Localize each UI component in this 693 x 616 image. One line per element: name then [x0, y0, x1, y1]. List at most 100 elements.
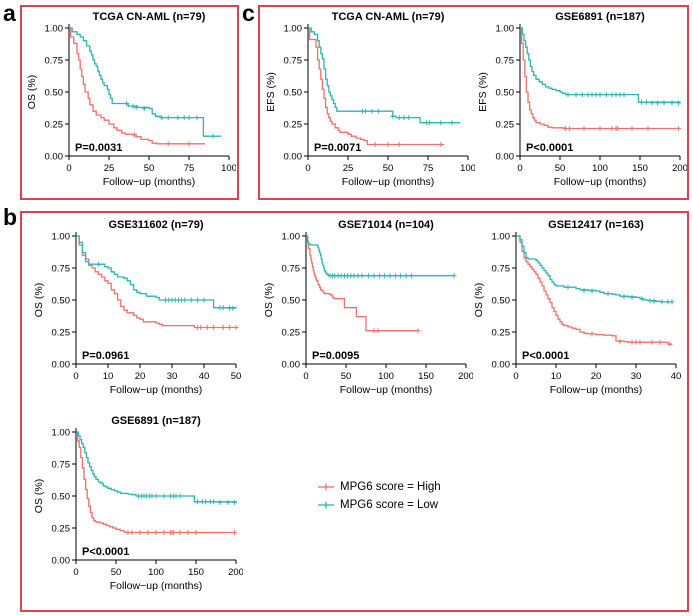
panel-label-b: b: [3, 204, 18, 230]
svg-text:0.50: 0.50: [284, 88, 303, 99]
svg-text:0: 0: [66, 163, 71, 174]
svg-text:200: 200: [458, 371, 473, 382]
panel-label-a: a: [3, 0, 16, 26]
km-chart-svg: GSE12417 (n=163) 0.00 0.25 0.50 0.75 1.00 0 10 2…: [473, 219, 682, 396]
svg-text:OS (%): OS (%): [33, 283, 45, 317]
svg-text:Follow−up (months): Follow−up (months): [110, 384, 203, 396]
legend-item-high: MPG6 score = High: [317, 481, 441, 493]
svg-text:1.00: 1.00: [492, 232, 511, 243]
svg-text:TCGA CN-AML (n=79): TCGA CN-AML (n=79): [93, 11, 206, 23]
svg-text:50: 50: [383, 163, 394, 174]
svg-text:200: 200: [228, 567, 243, 578]
svg-text:GSE6891 (n=187): GSE6891 (n=187): [555, 11, 645, 23]
svg-text:10: 10: [551, 371, 562, 382]
svg-text:OS (%): OS (%): [33, 479, 45, 513]
svg-text:0.50: 0.50: [52, 296, 71, 307]
svg-text:30: 30: [631, 371, 642, 382]
svg-text:40: 40: [671, 371, 682, 382]
panel-a-box: TCGA CN-AML (n=79) 0.00 0.25 0.50 0.75 1.00 0 2…: [20, 5, 239, 200]
km-plot-gse71014-os: GSE71014 (n=104) 0.00 0.25 0.50 0.75 1.00 0 50 1…: [260, 216, 474, 408]
svg-text:P<0.0001: P<0.0001: [522, 350, 569, 362]
svg-text:0: 0: [303, 371, 308, 382]
svg-text:Follow−up (months): Follow−up (months): [340, 384, 433, 396]
svg-text:0.50: 0.50: [492, 296, 511, 307]
svg-text:Follow−up (months): Follow−up (months): [550, 384, 643, 396]
svg-text:OS (%): OS (%): [26, 75, 38, 109]
svg-text:150: 150: [418, 371, 434, 382]
panel-label-c: c: [242, 0, 255, 26]
svg-text:Follow−up (months): Follow−up (months): [554, 176, 647, 188]
svg-text:0: 0: [513, 371, 518, 382]
svg-text:50: 50: [231, 371, 242, 382]
legend: MPG6 score = High MPG6 score = Low: [317, 481, 441, 511]
svg-text:0: 0: [305, 163, 310, 174]
legend-label: MPG6 score = Low: [340, 499, 439, 511]
svg-text:GSE12417 (n=163): GSE12417 (n=163): [548, 219, 644, 231]
svg-text:TCGA CN-AML (n=79): TCGA CN-AML (n=79): [332, 11, 445, 23]
svg-text:0.75: 0.75: [496, 56, 515, 67]
svg-text:P=0.0961: P=0.0961: [82, 350, 129, 362]
svg-text:25: 25: [343, 163, 354, 174]
km-plot-gse311602-os: GSE311602 (n=79) 0.00 0.25 0.50 0.75 1.00 0 10 2…: [30, 216, 243, 408]
svg-text:0.25: 0.25: [496, 120, 515, 131]
km-chart-svg: GSE6891 (n=187) 0.00 0.25 0.50 0.75 1.00 0 50 10…: [477, 11, 688, 188]
svg-text:Follow−up (months): Follow−up (months): [103, 176, 196, 188]
km-chart-svg: TCGA CN-AML (n=79) 0.00 0.25 0.50 0.75 1.00 0 2…: [265, 11, 476, 188]
svg-text:75: 75: [184, 163, 195, 174]
svg-text:1.00: 1.00: [496, 24, 515, 35]
svg-text:P<0.0001: P<0.0001: [526, 142, 573, 154]
svg-text:40: 40: [199, 371, 210, 382]
svg-text:0.00: 0.00: [492, 360, 511, 371]
svg-text:50: 50: [144, 163, 155, 174]
km-plot-tcga-cn-aml-efs: TCGA CN-AML (n=79) 0.00 0.25 0.50 0.75 1.00 0 2…: [262, 8, 476, 200]
svg-text:P=0.0071: P=0.0071: [314, 142, 361, 154]
svg-text:0: 0: [73, 371, 78, 382]
km-chart-svg: TCGA CN-AML (n=79) 0.00 0.25 0.50 0.75 1.00 0 2…: [26, 11, 237, 188]
km-chart-svg: GSE71014 (n=104) 0.00 0.25 0.50 0.75 1.00 0 50 1…: [263, 219, 474, 396]
svg-text:0.00: 0.00: [496, 152, 515, 163]
svg-text:0: 0: [517, 163, 522, 174]
svg-text:0.75: 0.75: [282, 264, 301, 275]
svg-text:100: 100: [378, 371, 394, 382]
svg-text:0.00: 0.00: [284, 152, 303, 163]
km-chart-svg: GSE6891 (n=187) 0.00 0.25 0.50 0.75 1.00 0 50 10…: [33, 415, 244, 592]
km-plot-gse12417-os: GSE12417 (n=163) 0.00 0.25 0.50 0.75 1.00 0 10 2…: [470, 216, 683, 408]
svg-text:20: 20: [135, 371, 146, 382]
svg-text:P<0.0001: P<0.0001: [82, 546, 129, 558]
svg-text:GSE311602 (n=79): GSE311602 (n=79): [108, 219, 203, 231]
svg-text:0.00: 0.00: [52, 556, 71, 567]
svg-text:0: 0: [73, 567, 78, 578]
legend-marker-high-icon: [318, 483, 334, 491]
svg-text:1.00: 1.00: [52, 232, 71, 243]
svg-text:100: 100: [221, 163, 236, 174]
svg-text:OS (%): OS (%): [473, 283, 485, 317]
legend-label: MPG6 score = High: [340, 481, 441, 493]
svg-text:EFS (%): EFS (%): [265, 72, 277, 112]
km-plot-gse6891-os: GSE6891 (n=187) 0.00 0.25 0.50 0.75 1.00 0 50 10…: [30, 412, 244, 604]
svg-text:0.50: 0.50: [45, 88, 64, 99]
panel-c-box: TCGA CN-AML (n=79) 0.00 0.25 0.50 0.75 1.00 0 2…: [258, 5, 689, 200]
svg-text:0.25: 0.25: [284, 120, 303, 131]
svg-text:P=0.0095: P=0.0095: [312, 350, 359, 362]
svg-text:20: 20: [591, 371, 602, 382]
km-chart-svg: GSE311602 (n=79) 0.00 0.25 0.50 0.75 1.00 0 10 2…: [33, 219, 242, 396]
svg-text:50: 50: [555, 163, 566, 174]
svg-text:OS (%): OS (%): [263, 283, 275, 317]
svg-text:100: 100: [148, 567, 164, 578]
svg-text:0.25: 0.25: [45, 120, 64, 131]
km-plot-gse6891-efs: GSE6891 (n=187) 0.00 0.25 0.50 0.75 1.00 0 50 10…: [474, 8, 688, 200]
svg-text:150: 150: [632, 163, 648, 174]
svg-text:200: 200: [672, 163, 687, 174]
svg-text:0.00: 0.00: [52, 360, 71, 371]
svg-text:1.00: 1.00: [284, 24, 303, 35]
svg-text:0.75: 0.75: [492, 264, 511, 275]
svg-text:0.75: 0.75: [284, 56, 303, 67]
svg-text:75: 75: [423, 163, 434, 174]
svg-text:1.00: 1.00: [282, 232, 301, 243]
svg-text:100: 100: [460, 163, 475, 174]
km-plot-tcga-cn-aml-os: TCGA CN-AML (n=79) 0.00 0.25 0.50 0.75 1.00 0 2…: [23, 8, 237, 200]
svg-text:1.00: 1.00: [52, 428, 71, 439]
svg-text:0.50: 0.50: [282, 296, 301, 307]
svg-text:0.50: 0.50: [52, 492, 71, 503]
